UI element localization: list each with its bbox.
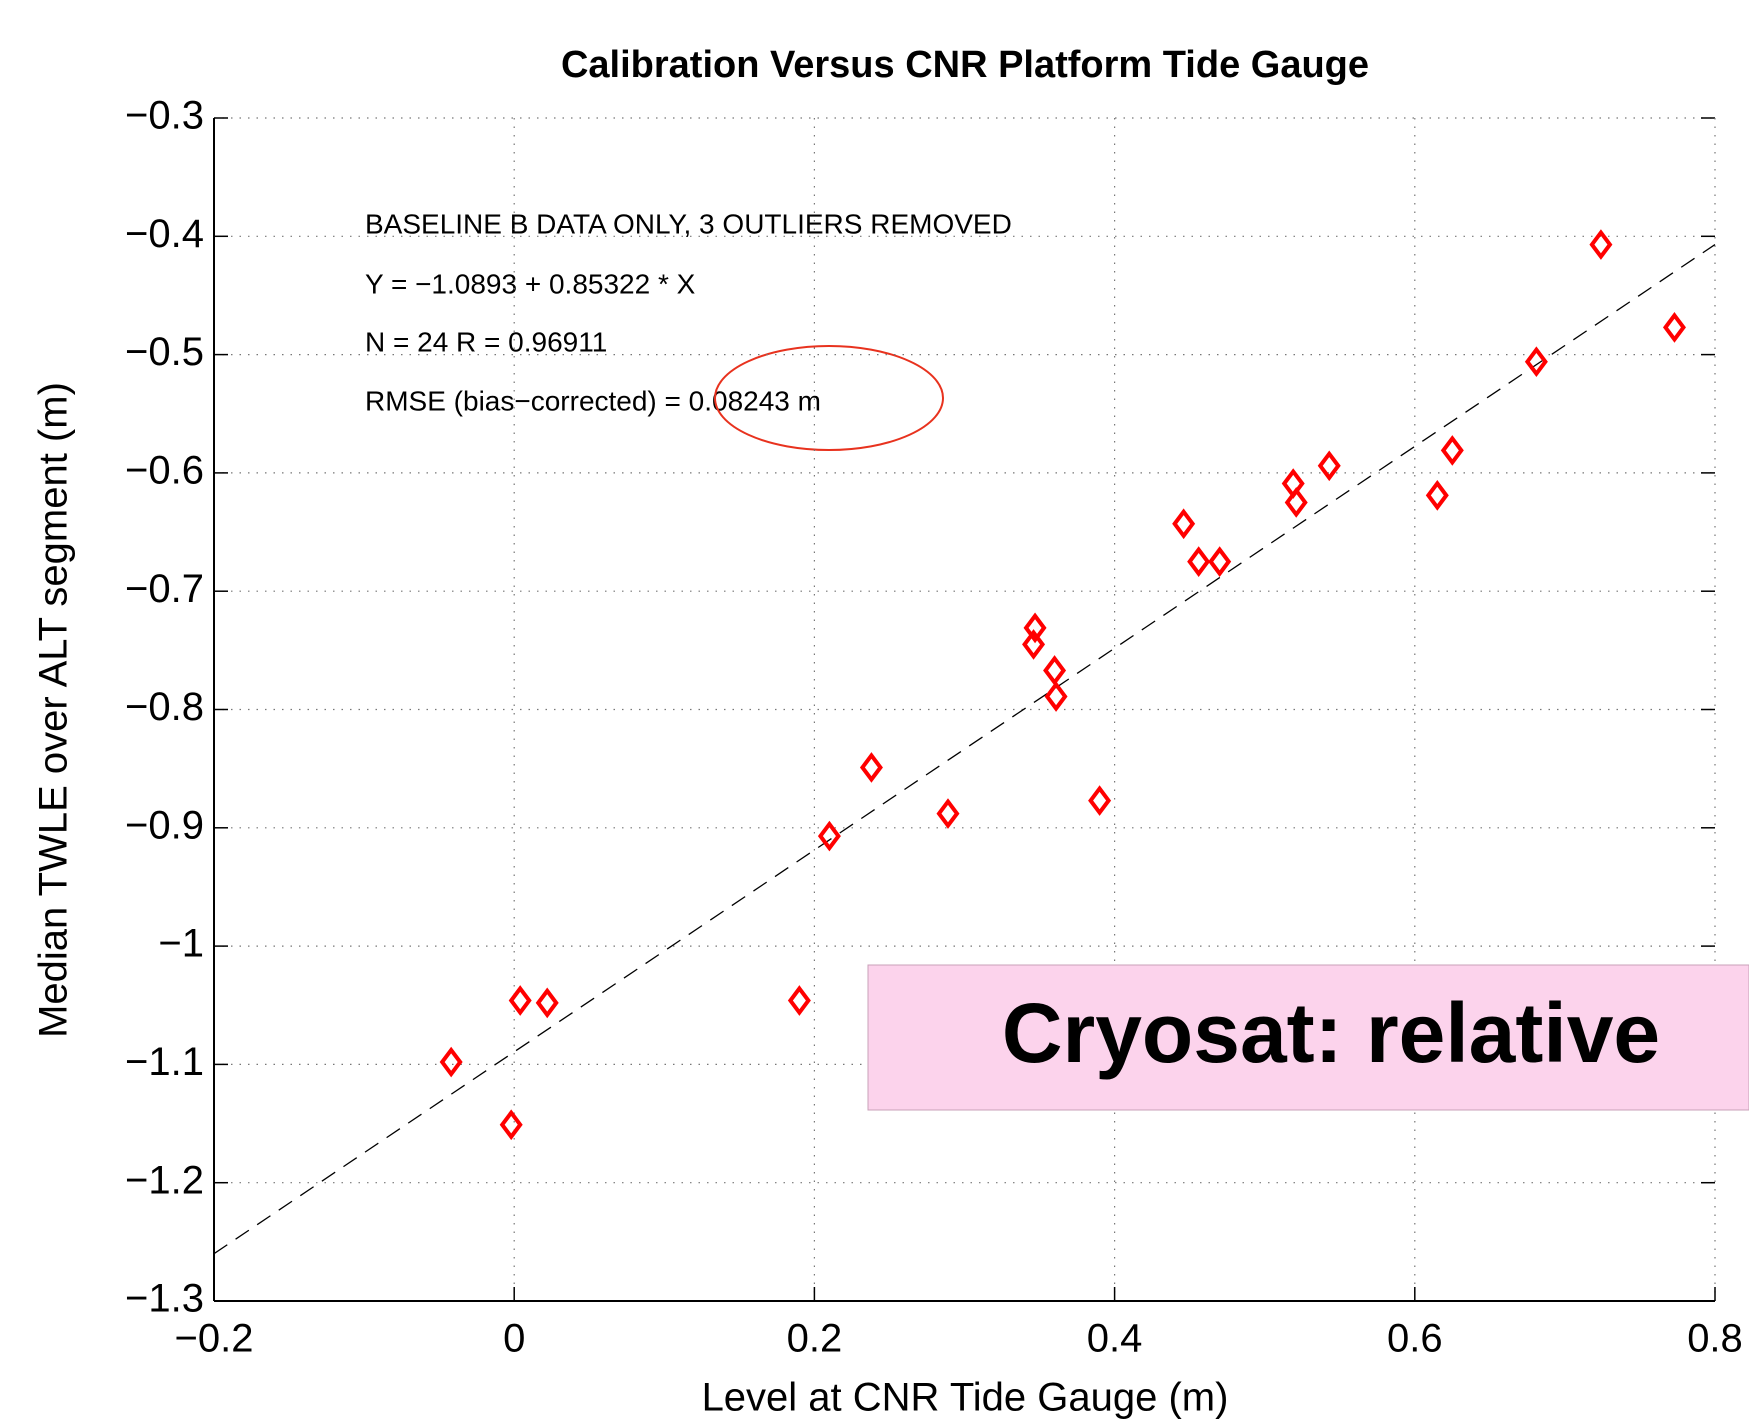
y-tick-label: −0.9 [125, 803, 204, 847]
y-tick-label: −0.6 [125, 448, 204, 492]
point [499, 1109, 523, 1141]
y-tick-label: −1.1 [125, 1040, 204, 1084]
point [859, 752, 883, 783]
y-tick-label: −0.3 [125, 94, 204, 138]
x-tick-label: 0 [503, 1317, 525, 1361]
point [1440, 435, 1464, 466]
point [1284, 487, 1308, 518]
chart-title: Calibration Versus CNR Platform Tide Gau… [561, 44, 1369, 86]
point [936, 798, 960, 829]
x-tick-label: −0.2 [175, 1317, 254, 1361]
point [1023, 612, 1047, 644]
x-tick-label: 0.6 [1387, 1317, 1443, 1361]
x-axis-label: Level at CNR Tide Gauge (m) [702, 1376, 1229, 1420]
y-tick-label: −0.7 [125, 567, 204, 611]
y-tick-label: −1 [158, 922, 204, 966]
y-tick-label: −0.5 [125, 330, 204, 374]
point [1043, 655, 1067, 686]
plot-area: −0.3 −0.4 −0.5 −0.6 −0.7 −0.8 −0.9 −1 −1.1 −1.2 −1… [125, 94, 1743, 1361]
point [1187, 546, 1211, 577]
x-tick-label: 0.2 [787, 1317, 843, 1361]
x-tick-label: 0.8 [1687, 1317, 1743, 1361]
point [1022, 629, 1046, 660]
point [1088, 785, 1112, 816]
point [1425, 480, 1449, 511]
point [1589, 229, 1613, 260]
x-tick-label: 0.4 [1087, 1317, 1143, 1361]
point [1662, 312, 1686, 343]
point [817, 820, 841, 852]
annotation: N = 24 R = 0.96911 [365, 326, 607, 357]
point [535, 987, 559, 1019]
annotation: BASELINE B DATA ONLY, 3 OUTLIERS REMOVED [365, 208, 1012, 239]
banner: Cryosat: relative [1002, 986, 1660, 1080]
y-tick-label: −1.3 [125, 1277, 204, 1321]
point [1524, 346, 1548, 378]
y-tick-label: −1.2 [125, 1158, 204, 1202]
annotation: Y = −1.0893 + 0.85322 * X [365, 268, 696, 299]
point [1044, 681, 1068, 712]
point [1208, 546, 1232, 577]
point [439, 1046, 463, 1078]
y-tick-label: −0.4 [125, 212, 204, 256]
banner-box [867, 964, 1749, 1111]
point [1317, 450, 1341, 482]
annotation: RMSE (bias−corrected) = 0.08243 m [365, 385, 821, 416]
point [1172, 508, 1196, 540]
fit-line [213, 244, 1716, 1255]
y-axis-label: Median TWLE over ALT segment (m) [32, 382, 76, 1038]
highlight-ellipse [714, 345, 944, 451]
point [508, 985, 532, 1016]
point [787, 985, 811, 1016]
y-tick-label: −0.8 [125, 685, 204, 729]
